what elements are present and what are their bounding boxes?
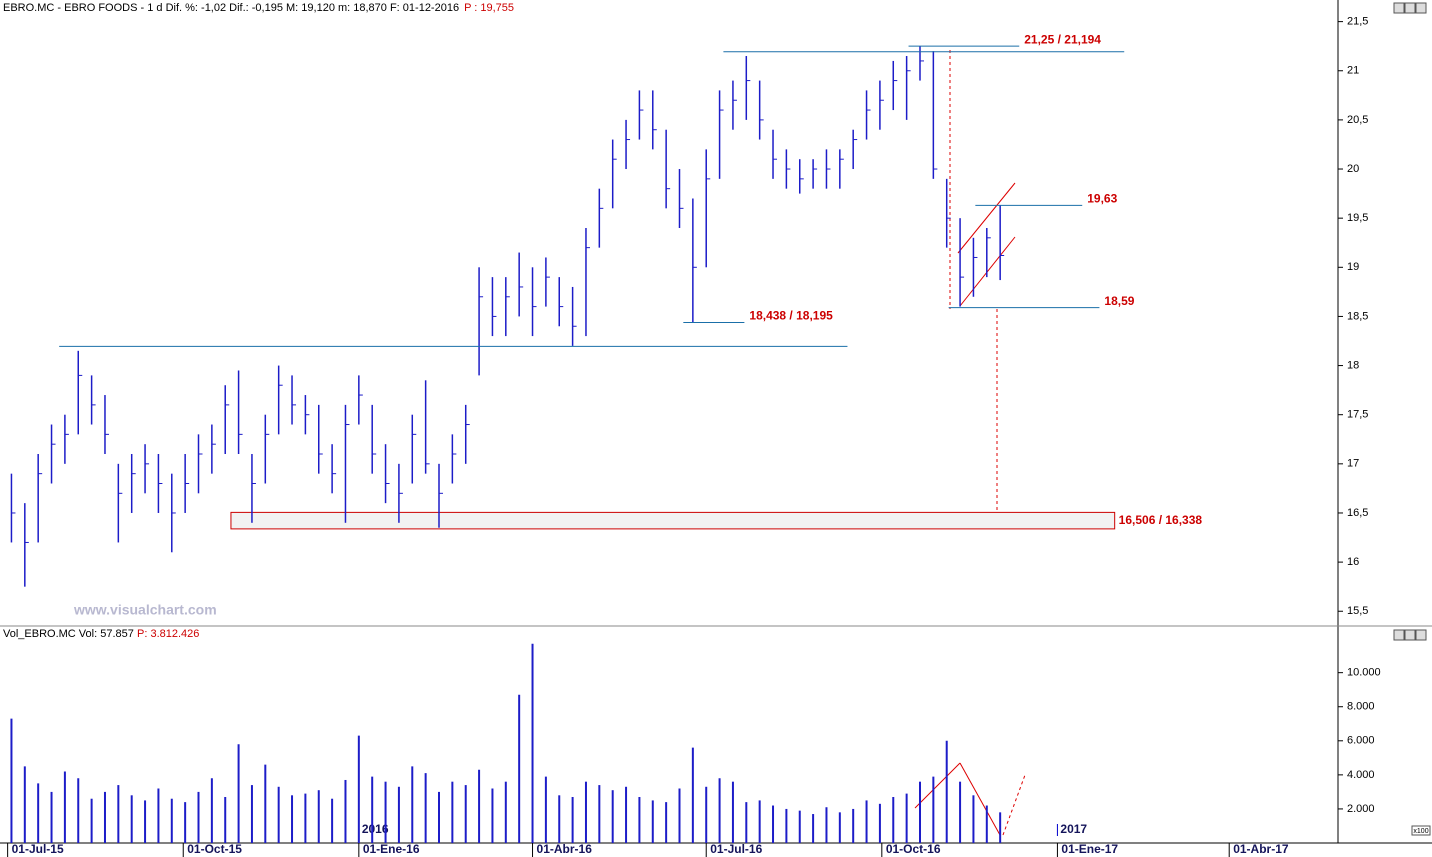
annotation-label: 19,63: [1087, 192, 1117, 206]
y-tick-label: 18,5: [1347, 310, 1368, 322]
volume-title: Vol_EBRO.MC Vol: 57.857: [3, 628, 134, 640]
trend-line: [959, 762, 1001, 836]
annotation-label: 18,438 / 18,195: [749, 309, 833, 323]
trend-line: [914, 762, 961, 809]
x-tick-label: 01-Oct-16: [886, 842, 941, 856]
close-button[interactable]: [1415, 2, 1427, 14]
y-tick-label: 20,5: [1347, 114, 1368, 126]
y-tick-label: 18: [1347, 359, 1359, 371]
x-tick-label: 01-Abr-17: [1233, 842, 1289, 856]
support-zone: [230, 511, 1116, 530]
trend-line: [1002, 774, 1026, 836]
y-tick-label: 15,5: [1347, 605, 1368, 617]
y-tick-label: 16: [1347, 556, 1359, 568]
y-tick-label: 21,5: [1347, 16, 1368, 28]
y-tick-label: 6.000: [1347, 735, 1375, 747]
y-tick-label: 10.000: [1347, 667, 1381, 679]
annotation-label: 16,506 / 16,338: [1119, 513, 1203, 527]
channel-line: [957, 182, 1016, 254]
x-tick-label: 01-Jul-16: [710, 842, 762, 856]
y-tick-label: 19,5: [1347, 212, 1368, 224]
watermark: www.visualchart.com: [73, 602, 217, 618]
volume-unit: x100: [1413, 828, 1428, 835]
close-button[interactable]: [1415, 629, 1427, 641]
y-tick-label: 20: [1347, 163, 1359, 175]
annotation-label: 21,25 / 21,194: [1024, 32, 1101, 46]
unit-box: [1411, 825, 1431, 836]
volume-title-extra: P: 3.812.426: [137, 628, 199, 640]
y-tick-label: 16,5: [1347, 507, 1368, 519]
year-label: 2016: [362, 822, 389, 836]
y-tick-label: 17: [1347, 458, 1359, 470]
y-tick-label: 4.000: [1347, 769, 1375, 781]
x-tick-label: 01-Oct-15: [187, 842, 242, 856]
chart-title-extra: P : 19,755: [464, 2, 514, 14]
annotation-label: 18,59: [1104, 294, 1134, 308]
minimize-button[interactable]: [1393, 629, 1405, 641]
y-tick-label: 19: [1347, 261, 1359, 273]
drawing-tools: [914, 50, 1026, 836]
x-tick-label: 01-Jul-15: [12, 842, 64, 856]
year-label: 2017: [1060, 822, 1087, 836]
x-tick-label: 01-Ene-17: [1061, 842, 1118, 856]
minimize-button[interactable]: [1393, 2, 1405, 14]
x-tick-label: 01-Abr-16: [537, 842, 593, 856]
y-tick-label: 17,5: [1347, 409, 1368, 421]
maximize-button[interactable]: [1404, 2, 1416, 14]
chart-title: EBRO.MC - EBRO FOODS - 1 d Dif. %: -1,02…: [3, 2, 459, 14]
maximize-button[interactable]: [1404, 629, 1416, 641]
x-tick-label: 01-Ene-16: [363, 842, 420, 856]
y-tick-label: 21: [1347, 65, 1359, 77]
y-tick-label: 2.000: [1347, 803, 1375, 815]
y-tick-label: 8.000: [1347, 701, 1375, 713]
window-buttons: [1393, 2, 1427, 641]
